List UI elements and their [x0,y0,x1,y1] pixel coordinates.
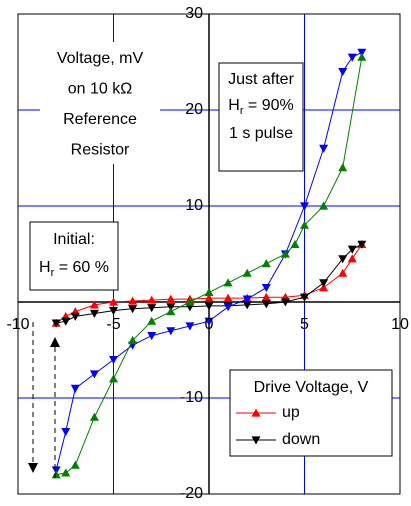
point [51,319,61,328]
ylabel-line: Voltage, mV [57,50,144,67]
point [280,298,290,307]
hr-line: Hr = 90% [228,97,294,117]
point [166,327,176,336]
point [319,279,329,288]
point [109,356,118,365]
point [347,254,357,263]
point [185,297,195,306]
ylabel-box [40,42,160,164]
point [261,292,271,301]
point [109,297,118,306]
point [204,293,214,302]
after-line: Just after [228,71,294,88]
point [347,53,357,62]
point [166,307,176,316]
point [128,335,138,344]
point [166,294,176,303]
point [357,240,367,249]
legend-marker [251,408,261,417]
point [290,239,300,248]
ylabel-line: Reference [63,111,137,128]
point [109,374,118,383]
ylabel-line: Resistor [71,142,130,159]
point [242,301,252,310]
x-tick-label: 5 [300,316,309,333]
point [300,220,309,229]
point [204,287,214,296]
point [338,268,348,277]
x-tick-label: -5 [106,316,120,333]
point [261,259,271,268]
point [261,300,271,309]
point [61,468,71,477]
initial-line: Initial: [53,231,95,248]
y-tick-label: -20 [180,485,203,502]
after-line: 1 s pulse [229,125,293,142]
point [223,278,233,287]
point [147,295,157,304]
point [147,316,157,325]
x-tick-label: 0 [205,316,214,333]
point [89,300,99,309]
point [242,295,252,304]
point [109,307,118,316]
point [89,309,99,319]
y-tick-label: -10 [180,389,203,406]
point [51,470,61,479]
initial-box [29,221,119,291]
point [70,384,80,393]
legend-title: Drive Voltage, V [254,379,369,396]
ylabel-line: on 10 kΩ [68,81,132,98]
legend-label: down [282,431,320,448]
point [338,255,348,264]
point [128,296,138,305]
y-tick-label: 30 [185,5,203,22]
point [300,202,309,211]
x-tick-label: -10 [6,316,29,333]
point [147,304,157,313]
point [147,332,157,341]
point [223,303,233,312]
point [61,317,71,326]
point [319,144,329,153]
point [242,268,252,277]
x-tick-label: 10 [391,316,409,333]
after-box [218,62,304,172]
point [128,305,138,314]
point [204,302,214,311]
point [89,412,99,421]
legend-label: up [282,404,300,421]
point [223,293,233,302]
point [280,249,290,258]
point [204,317,214,326]
point [261,284,271,293]
point [70,312,80,321]
point [319,201,329,210]
hr-line: Hr = 60 % [39,259,109,279]
legend-marker [251,436,261,445]
y-tick-label: 20 [185,101,203,118]
point [338,68,348,77]
y-tick-label: 10 [185,197,203,214]
point [89,370,99,379]
point [338,163,348,172]
point [61,428,71,437]
point [185,322,195,331]
point [347,245,357,254]
point [300,293,309,302]
point [70,460,80,469]
point [357,52,367,61]
